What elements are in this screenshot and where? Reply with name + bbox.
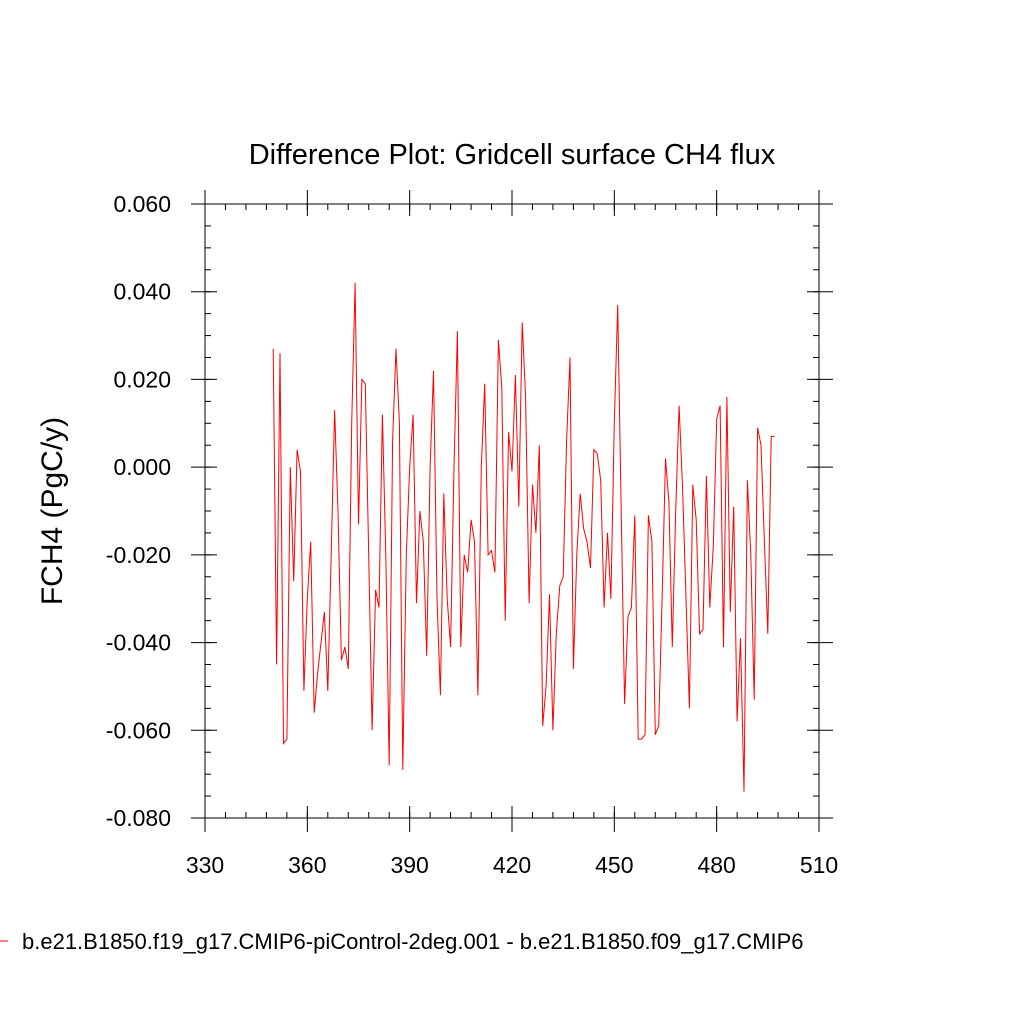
plot-area-border	[204, 203, 820, 819]
y-tick-label: -0.060	[106, 717, 171, 743]
x-tick-label: 420	[493, 852, 531, 878]
legend-entry: b.e21.B1850.f19_g17.CMIP6-piControl-2deg…	[22, 929, 804, 954]
y-tick-label: 0.040	[113, 279, 171, 305]
y-tick-label: -0.040	[106, 630, 171, 656]
plot-frame	[204, 203, 820, 819]
x-tick-label: 510	[800, 852, 838, 878]
x-tick-label: 390	[390, 852, 428, 878]
x-tick-label: 450	[595, 852, 633, 878]
series-layer	[272, 282, 775, 792]
y-tick-label: 0.000	[113, 454, 171, 480]
y-tick-label: -0.020	[106, 542, 171, 568]
x-tick-label: 480	[697, 852, 735, 878]
y-axis: -0.080 -0.060 -0.040 -0.020 0.000 0.020 0.040 0…	[106, 191, 833, 831]
chart-title: Difference Plot: Gridcell surface CH4 fl…	[249, 139, 776, 171]
y-axis-label: FCH4 (PgC/y)	[36, 417, 69, 605]
x-axis: 330 360 390 420 450 480 510	[186, 190, 838, 878]
y-tick-label: 0.060	[113, 191, 171, 217]
x-tick-label: 360	[288, 852, 326, 878]
x-tick-label: 330	[186, 852, 224, 878]
series-line	[272, 282, 775, 792]
legend: b.e21.B1850.f19_g17.CMIP6-piControl-2deg…	[0, 929, 804, 954]
y-tick-label: 0.020	[113, 366, 171, 392]
y-tick-label: -0.080	[106, 805, 171, 831]
